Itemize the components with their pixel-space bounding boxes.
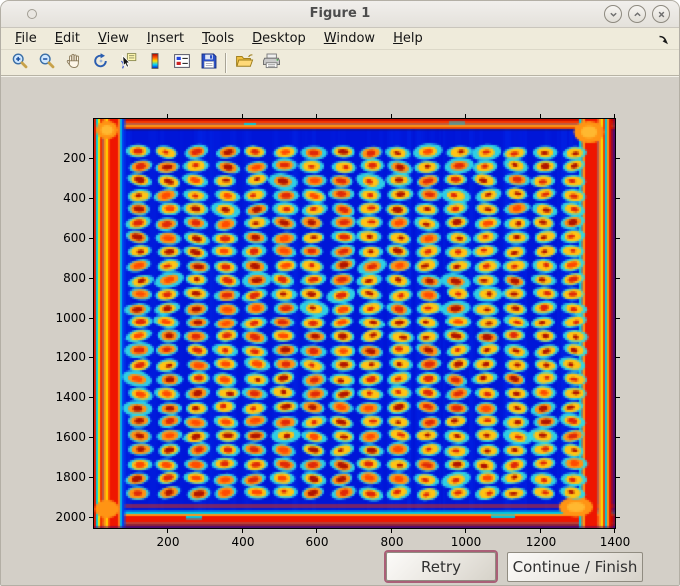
y-tick [89,198,93,199]
menu-desktop[interactable]: Desktop [252,31,306,46]
menu-help[interactable]: Help [393,31,423,46]
y-tick [89,318,93,319]
x-tick-label: 1200 [525,535,557,549]
y-tick-label: 1200 [55,350,86,364]
y-tick [616,397,620,398]
y-tick [89,397,93,398]
window-title: Figure 1 [309,6,371,21]
y-tick-label: 800 [63,271,86,285]
menu-insert[interactable]: Insert [146,31,185,46]
x-tick-label: 600 [305,535,329,549]
y-tick-label: 600 [63,231,86,245]
y-tick [616,517,620,518]
y-tick [89,278,93,279]
y-tick-label: 200 [63,151,86,165]
menubar: File Edit View Insert Tools Desktop Window Help [1,28,679,49]
y-tick [616,158,620,159]
y-tick [616,477,620,478]
toolbar-separator [225,52,226,73]
y-tick-label: 1800 [55,470,86,484]
x-tick [242,114,243,118]
open-folder-icon [235,52,254,74]
save-button[interactable] [195,51,222,75]
colorbar-icon [146,52,164,74]
x-tick [167,529,168,533]
zoom-in-button[interactable] [6,51,33,75]
x-tick [614,529,615,533]
figure-canvas: 200 400 600 800 1000 1200 1400 200 400 600 800 1000… [1,78,679,585]
data-cursor-icon [119,52,137,74]
y-tick-label: 2000 [55,510,86,524]
x-tick [316,114,317,118]
menu-file[interactable]: File [15,31,37,46]
y-tick [616,238,620,239]
y-tick [616,357,620,358]
plot-area: 200 400 600 800 1000 1200 1400 200 400 600 800 1000… [55,114,630,549]
y-tick [89,437,93,438]
x-tick [465,114,466,118]
window-menu-icon[interactable] [27,9,37,19]
menu-edit[interactable]: Edit [54,31,80,46]
insert-legend-button[interactable] [168,51,195,75]
menu-view[interactable]: View [97,31,129,46]
y-tick [616,318,620,319]
insert-legend-icon [173,52,191,74]
x-tick-label: 200 [156,535,180,549]
rotate-3d-button[interactable] [87,51,114,75]
y-tick [89,238,93,239]
menu-tools[interactable]: Tools [202,31,235,46]
colorbar-button[interactable] [141,51,168,75]
y-tick-label: 1400 [55,390,86,404]
zoom-out-button[interactable] [33,51,60,75]
save-icon [200,52,218,74]
x-tick [242,529,243,533]
continue-finish-button[interactable]: Continue / Finish [507,552,643,582]
titlebar[interactable]: Figure 1 [1,1,679,28]
zoom-out-icon [38,52,56,74]
y-tick [89,158,93,159]
y-tick-label: 1000 [55,311,86,325]
data-cursor-button[interactable] [114,51,141,75]
x-tick [465,529,466,533]
shade-window-button[interactable] [604,5,622,23]
microarray-image [94,119,615,528]
print-button[interactable] [258,51,285,75]
x-tick-label: 1000 [450,535,482,549]
open-folder-button[interactable] [231,51,258,75]
zoom-in-icon [11,52,29,74]
x-tick [540,114,541,118]
pan-icon [65,52,83,74]
x-tick [167,114,168,118]
close-window-button[interactable] [652,5,670,23]
y-tick [89,477,93,478]
maximize-window-button[interactable] [628,5,646,23]
x-tick-label: 1400 [599,535,631,549]
menu-window[interactable]: Window [323,31,376,46]
dock-figure-arrow-icon[interactable] [657,32,671,46]
y-tick [89,517,93,518]
x-tick [614,114,615,118]
x-tick [540,529,541,533]
x-tick [391,114,392,118]
rotate-3d-icon [92,52,110,74]
window-controls [604,5,670,23]
y-tick [616,198,620,199]
x-tick [316,529,317,533]
y-tick-label: 400 [63,191,86,205]
retry-button[interactable]: Retry [386,552,496,581]
toolbar [1,49,679,76]
x-tick-label: 400 [231,535,255,549]
x-tick [391,529,392,533]
y-tick [89,357,93,358]
y-tick [616,437,620,438]
y-tick [616,278,620,279]
x-tick-label: 800 [380,535,404,549]
pan-button[interactable] [60,51,87,75]
y-tick-label: 1600 [55,430,86,444]
print-icon [262,52,281,74]
